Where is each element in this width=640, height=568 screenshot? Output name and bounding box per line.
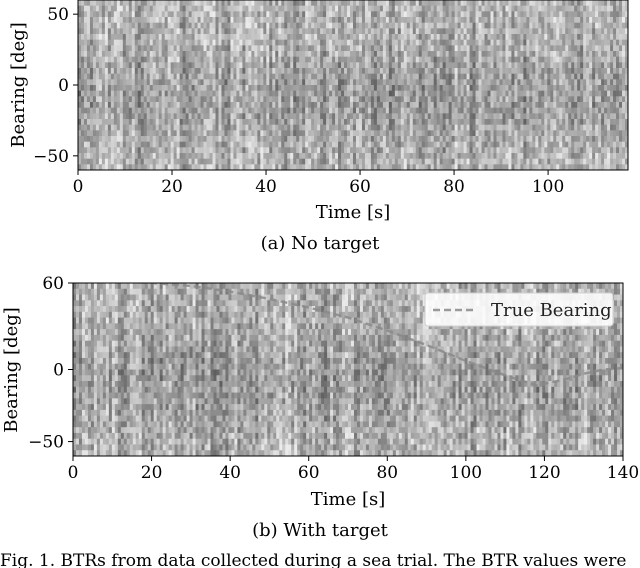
x-tick-label-b-1: 20 (141, 463, 163, 483)
x-axis-label-b: Time [s] (311, 489, 386, 510)
y-axis-label-b: Bearing [deg] (1, 307, 22, 433)
y-axis-label-a: Bearing [deg] (8, 22, 29, 148)
legend-box (424, 292, 614, 327)
x-tick-label-a-3: 60 (349, 177, 371, 197)
true-bearing-line (116, 283, 623, 387)
y-tick-label-a-0: 50 (47, 5, 69, 25)
y-tick-label-a-1: 0 (58, 76, 69, 96)
figure-caption: Fig. 1. BTRs from data collected during … (0, 551, 626, 568)
y-tick-label-b-1: 0 (53, 361, 64, 381)
x-tick-label-b-2: 40 (219, 463, 241, 483)
legend-entry-true-bearing: True Bearing (491, 300, 612, 321)
panel-a: 0 20 40 60 80 100 500−50 Time [s] Bearing [de… (8, 0, 629, 254)
x-tick-label-b-4: 80 (376, 463, 398, 483)
x-tick-label-a-4: 80 (443, 177, 465, 197)
x-tick-label-b-6: 120 (528, 463, 560, 483)
heatmap-a (78, 0, 628, 170)
x-tick-label-b-5: 100 (450, 463, 482, 483)
x-tick-label-a-0: 0 (73, 177, 84, 197)
x-tick-label-a-1: 20 (161, 177, 183, 197)
caption-a: (a) No target (261, 233, 381, 254)
x-ticks-b: 0 20 40 60 80 100 120 140 (68, 456, 639, 483)
y-ticks-b: 60 0 −50 (28, 274, 73, 453)
x-tick-label-a-2: 40 (255, 177, 277, 197)
x-axis-label-a: Time [s] (316, 202, 391, 223)
x-tick-label-b-7: 140 (607, 463, 639, 483)
caption-b: (b) With target (252, 520, 389, 541)
y-tick-label-a-2: −50 (33, 147, 69, 167)
x-tick-label-b-3: 60 (298, 463, 320, 483)
panel-b: True Bearing 0 20 40 60 80 100 120 140 600−50 T… (1, 274, 639, 541)
x-tick-label-a-5: 100 (532, 177, 564, 197)
y-tick-label-b-2: −50 (28, 433, 64, 453)
x-tick-label-b-0: 0 (68, 463, 79, 483)
y-ticks-a: 50 0 −50 (33, 5, 78, 167)
legend: True Bearing (424, 292, 614, 327)
x-ticks-a: 0 20 40 60 80 100 (73, 170, 564, 197)
y-tick-label-b-0: 60 (42, 274, 64, 294)
